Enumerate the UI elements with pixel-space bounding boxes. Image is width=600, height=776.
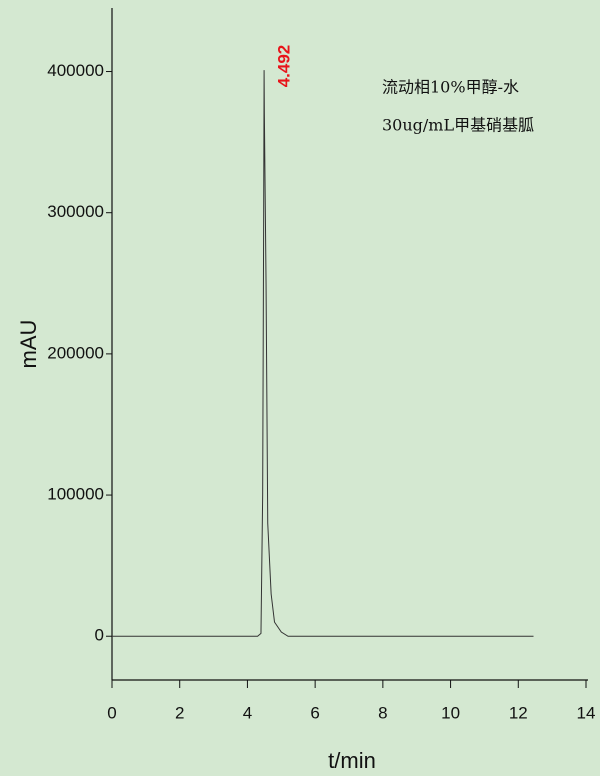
y-tick-label: 300000 (47, 202, 104, 221)
x-tick-label: 2 (175, 703, 184, 722)
y-tick-label: 200000 (47, 343, 104, 362)
peak-label: 4.492 (274, 45, 293, 88)
note: 30ug/mL甲基硝基胍 (382, 116, 534, 135)
x-tick-label: 14 (577, 703, 596, 722)
x-tick-label: 0 (107, 703, 116, 722)
x-tick-label: 8 (378, 703, 387, 722)
x-tick-label: 6 (310, 703, 319, 722)
x-axis-label: t/min (328, 748, 376, 773)
x-tick-label: 10 (441, 703, 460, 722)
y-axis-label: mAU (16, 320, 41, 369)
y-tick-label: 100000 (47, 485, 104, 504)
y-tick-label: 400000 (47, 61, 104, 80)
note: 流动相10%甲醇-水 (382, 78, 519, 97)
y-tick-label: 0 (95, 626, 104, 645)
x-tick-label: 4 (243, 703, 252, 722)
signal-line (112, 70, 534, 637)
x-tick-label: 12 (509, 703, 528, 722)
